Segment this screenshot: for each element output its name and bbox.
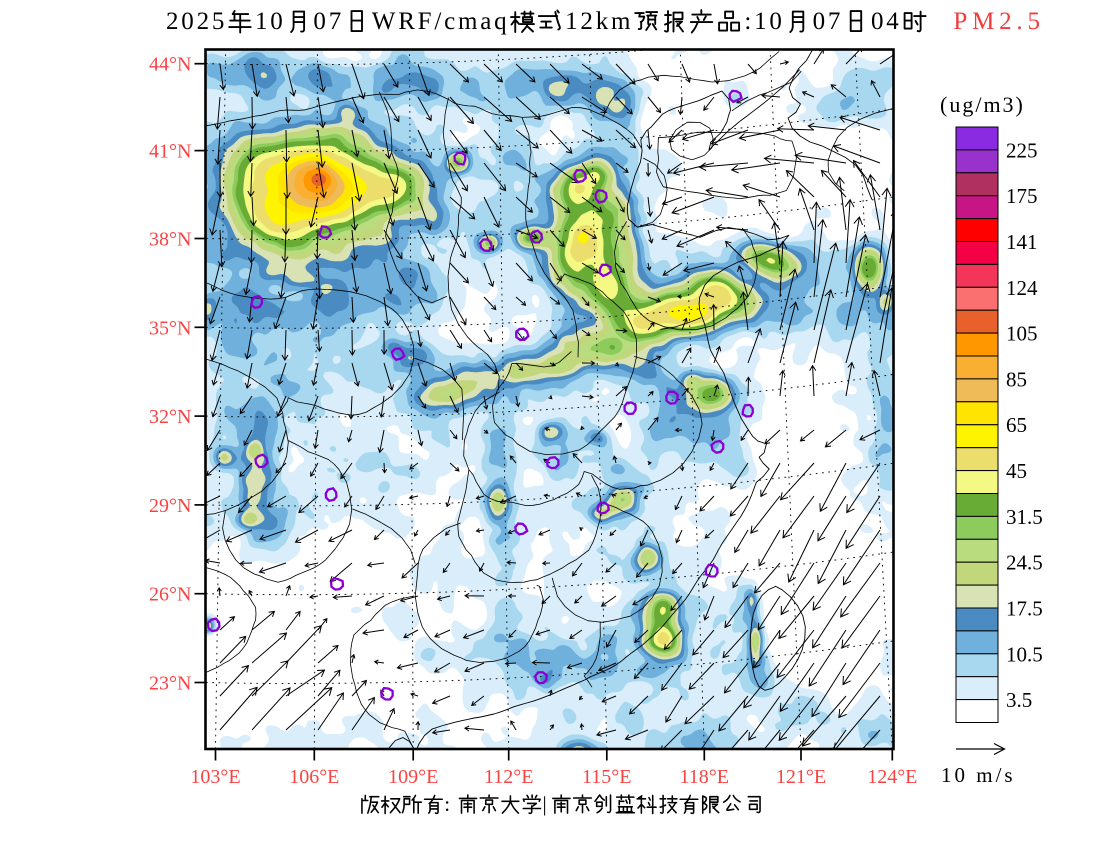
svg-text:45: 45 [1006,459,1027,483]
svg-text:65: 65 [1006,413,1027,437]
svg-text:124: 124 [1006,276,1038,300]
svg-text:109°E: 109°E [388,766,438,788]
svg-text:121°E: 121°E [776,766,826,788]
svg-text:112°E: 112°E [484,766,533,788]
svg-text::: : [444,792,451,816]
svg-text:31.5: 31.5 [1006,505,1043,529]
svg-text:2025: 2025 [166,8,227,35]
svg-text:17.5: 17.5 [1006,597,1043,621]
svg-text:105: 105 [1006,322,1038,346]
svg-text:85: 85 [1006,367,1027,391]
svg-text:12km: 12km [565,8,633,35]
svg-text:10.5: 10.5 [1006,642,1043,666]
svg-text:24.5: 24.5 [1006,551,1043,575]
svg-text:10: 10 [255,8,286,35]
svg-text:41°N: 41°N [149,141,191,163]
svg-text:103°E: 103°E [190,766,240,788]
svg-text::10: :10 [744,8,784,35]
svg-text:PM2.5: PM2.5 [953,8,1044,35]
svg-text:29°N: 29°N [149,495,191,517]
svg-text:115°E: 115°E [582,766,631,788]
svg-text:141: 141 [1006,230,1038,254]
svg-text:WRF/cmaq: WRF/cmaq [372,8,510,35]
svg-text:|: | [543,792,547,816]
svg-text:26°N: 26°N [149,584,191,606]
svg-text:118°E: 118°E [680,766,729,788]
svg-text:3.5: 3.5 [1006,688,1032,712]
svg-text:04: 04 [871,8,902,35]
svg-text:(ug/m3): (ug/m3) [940,92,1025,117]
svg-text:35°N: 35°N [149,317,191,339]
svg-text:106°E: 106°E [289,766,339,788]
svg-text:175: 175 [1006,184,1038,208]
svg-text:07: 07 [813,8,844,35]
svg-text:32°N: 32°N [149,406,191,428]
svg-text:225: 225 [1006,138,1038,162]
svg-text:07: 07 [313,8,344,35]
svg-text:23°N: 23°N [149,673,191,695]
svg-text:38°N: 38°N [149,229,191,251]
svg-text:124°E: 124°E [867,766,917,788]
svg-text:10 m/s: 10 m/s [941,763,1016,787]
svg-text:44°N: 44°N [149,54,191,76]
